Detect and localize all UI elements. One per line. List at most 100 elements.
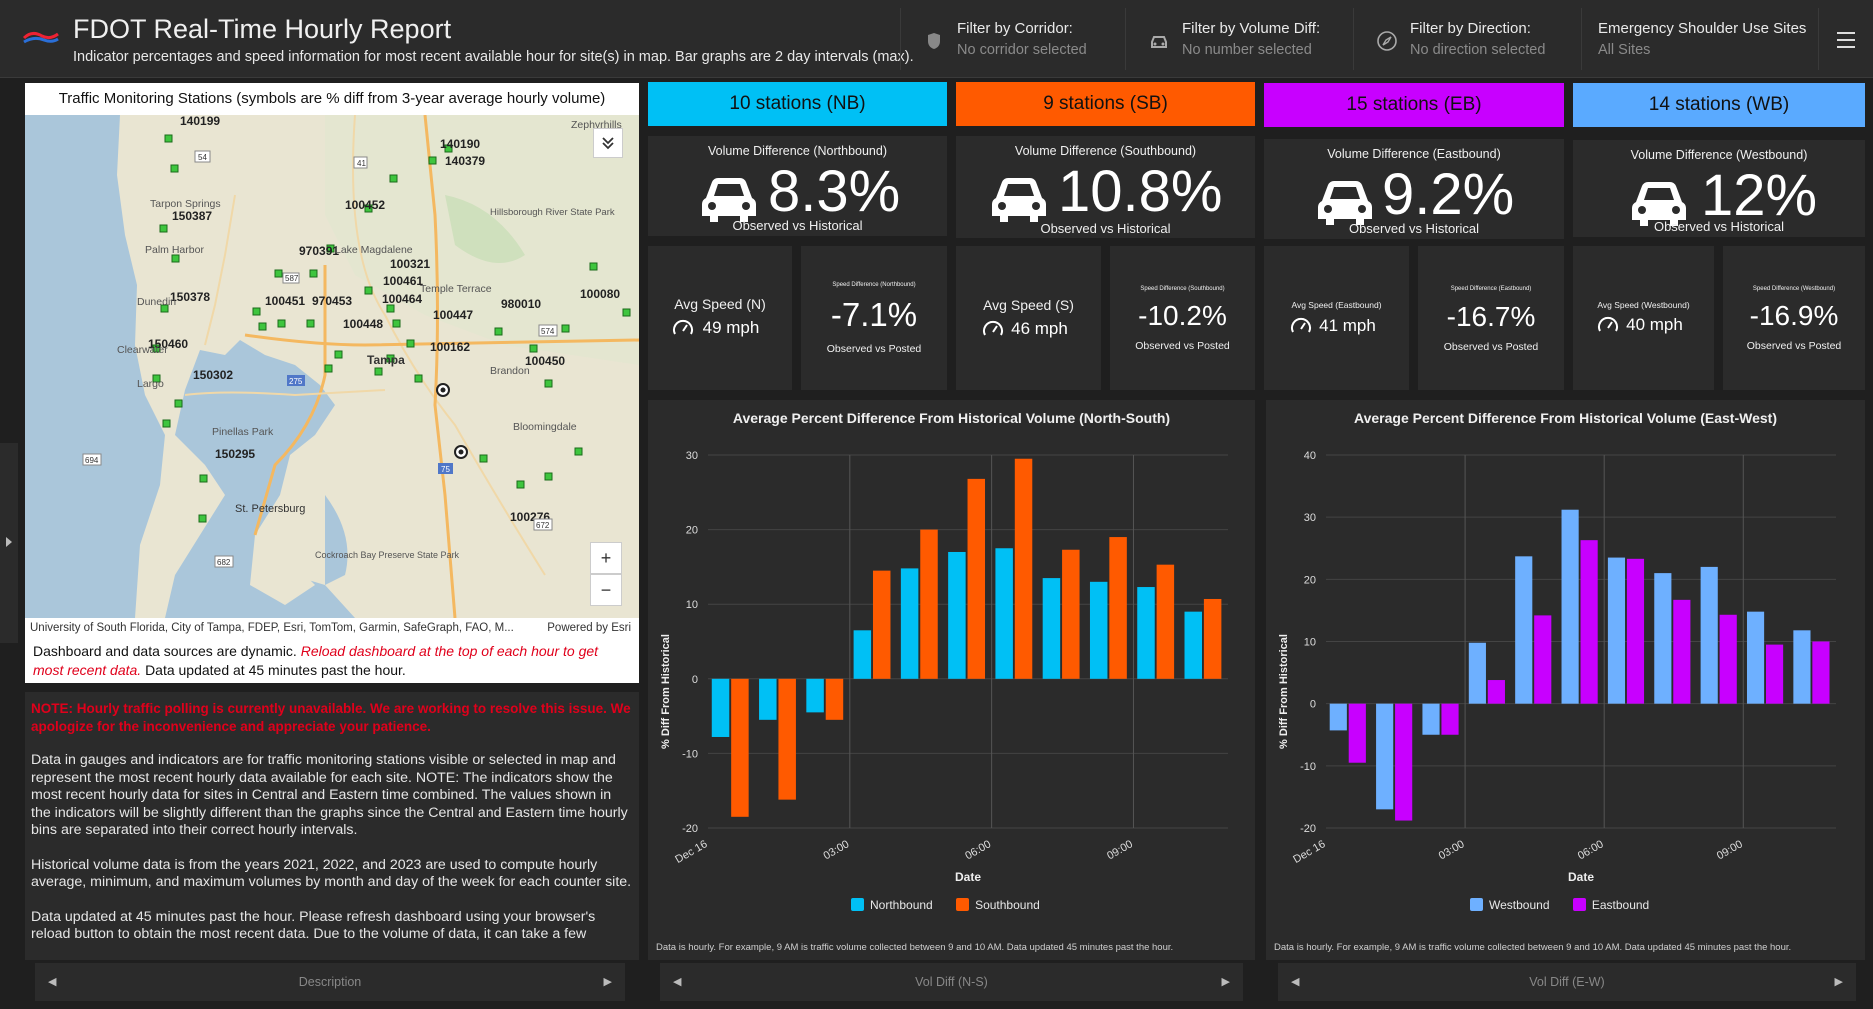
- bar-eastbound[interactable]: [1487, 680, 1505, 704]
- bar-southbound[interactable]: [731, 678, 749, 817]
- chart-panel-east-west: Average Percent Difference From Historic…: [1266, 400, 1865, 960]
- bar-northbound[interactable]: [948, 551, 966, 679]
- legend-item-southbound[interactable]: Southbound: [956, 898, 1040, 912]
- bar-southbound[interactable]: [1156, 564, 1175, 679]
- bar-southbound[interactable]: [872, 570, 891, 679]
- bar-westbound[interactable]: [1468, 642, 1486, 704]
- bar-northbound[interactable]: [806, 678, 824, 713]
- bar-northbound[interactable]: [759, 678, 777, 720]
- bar-westbound[interactable]: [1793, 630, 1811, 704]
- bar-westbound[interactable]: [1515, 556, 1533, 704]
- bar-northbound[interactable]: [995, 548, 1013, 679]
- bar-eastbound[interactable]: [1580, 540, 1598, 704]
- map-view[interactable]: 140199 140190 140379 150387 100452 97039…: [25, 115, 639, 618]
- bar-southbound[interactable]: [1062, 549, 1080, 679]
- bar-southbound[interactable]: [825, 678, 844, 720]
- station-label: 100451: [265, 294, 305, 308]
- filter-corridor[interactable]: Filter by Corridor: No corridor selected: [900, 8, 1125, 70]
- bar-northbound[interactable]: [711, 678, 730, 737]
- bar-southbound[interactable]: [778, 678, 796, 800]
- bar-northbound[interactable]: [1089, 581, 1108, 679]
- bar-chart-east-west[interactable]: 40 30 20 10 0 -10 -20 Dec 16 03:00 06:00 09:00 Date…: [1266, 430, 1865, 890]
- y-tick-label: 0: [692, 674, 698, 686]
- bar-southbound[interactable]: [920, 529, 938, 679]
- bar-eastbound[interactable]: [1534, 615, 1552, 704]
- station-markers[interactable]: [152, 134, 631, 523]
- map-canvas[interactable]: 140199 140190 140379 150387 100452 97039…: [25, 115, 639, 618]
- y-tick-label: 40: [1304, 450, 1316, 462]
- bar-eastbound[interactable]: [1812, 641, 1830, 704]
- bar-westbound[interactable]: [1746, 611, 1765, 704]
- next-arrow-icon[interactable]: ▶: [1221, 976, 1230, 988]
- prev-arrow-icon[interactable]: ◀: [1291, 976, 1300, 988]
- bar-westbound[interactable]: [1607, 557, 1626, 704]
- x-tick-label: 06:00: [1576, 838, 1606, 862]
- wb-avg-speed-indicator: Avg Speed (Westbound) 40 mph: [1573, 246, 1714, 390]
- bar-westbound[interactable]: [1376, 703, 1394, 810]
- bar-northbound[interactable]: [1042, 578, 1061, 679]
- bar-northbound[interactable]: [1184, 611, 1202, 679]
- legend-item-westbound[interactable]: Westbound: [1470, 898, 1550, 912]
- sb-avg-speed-value: 46 mph: [1011, 319, 1068, 338]
- zoom-out-button[interactable]: −: [590, 574, 622, 606]
- bar-eastbound[interactable]: [1348, 703, 1366, 763]
- place-label: Cockroach Bay Preserve State Park: [315, 550, 460, 560]
- bar-westbound[interactable]: [1561, 509, 1579, 704]
- wb-volume-indicator: Volume Difference (Westbound) 12% Observ…: [1573, 140, 1865, 237]
- speedometer-icon: [673, 319, 693, 335]
- bar-westbound[interactable]: [1422, 703, 1440, 735]
- bar-westbound[interactable]: [1329, 703, 1347, 731]
- filter-direction[interactable]: Filter by Direction: No direction select…: [1353, 8, 1581, 70]
- bar-northbound[interactable]: [1137, 587, 1155, 679]
- filter-corridor-value: No corridor selected: [957, 42, 1087, 58]
- eb-avg-speed-value: 41 mph: [1319, 316, 1376, 335]
- zoom-in-button[interactable]: +: [590, 542, 622, 574]
- station-label: 100448: [343, 317, 383, 331]
- station-label: 100464: [382, 292, 422, 306]
- bar-eastbound[interactable]: [1719, 614, 1737, 704]
- bar-southbound[interactable]: [1014, 458, 1033, 679]
- wb-volume-sub: Observed vs Historical: [1653, 219, 1785, 234]
- prev-arrow-icon[interactable]: ◀: [48, 976, 57, 988]
- bar-eastbound[interactable]: [1395, 703, 1413, 821]
- footer-nav-vol-ew[interactable]: ◀ Vol Diff (E-W) ▶: [1278, 963, 1856, 1001]
- bar-chart-north-south[interactable]: 30 20 10 0 -10 -20 Dec 16 03:00 06:00 09:00 Date % …: [648, 430, 1255, 890]
- bar-northbound[interactable]: [900, 568, 919, 679]
- bar-eastbound[interactable]: [1441, 703, 1459, 735]
- station-label: 140190: [440, 137, 480, 151]
- next-arrow-icon[interactable]: ▶: [603, 976, 612, 988]
- next-arrow-icon[interactable]: ▶: [1834, 976, 1843, 988]
- bar-eastbound[interactable]: [1765, 644, 1784, 704]
- station-label: 970391: [299, 244, 339, 258]
- bar-eastbound[interactable]: [1673, 599, 1691, 704]
- bar-southbound[interactable]: [967, 478, 986, 679]
- sb-avg-speed-title: Avg Speed (S): [983, 297, 1074, 313]
- station-label: 150387: [172, 209, 212, 223]
- legend-item-northbound[interactable]: Northbound: [851, 898, 933, 912]
- footer-nav-vol-ns[interactable]: ◀ Vol Diff (N-S) ▶: [660, 963, 1243, 1001]
- side-panel-toggle[interactable]: [0, 443, 18, 643]
- footer-nav-description[interactable]: ◀ Description ▶: [35, 963, 625, 1001]
- description-panel[interactable]: NOTE: Hourly traffic polling is currentl…: [25, 692, 639, 960]
- prev-arrow-icon[interactable]: ◀: [673, 976, 682, 988]
- bar-westbound[interactable]: [1654, 573, 1672, 704]
- bar-westbound[interactable]: [1700, 566, 1718, 704]
- bar-northbound[interactable]: [853, 630, 872, 679]
- bar-southbound[interactable]: [1109, 537, 1127, 679]
- road-label: 672: [536, 521, 550, 530]
- nb-speed-diff-sub: Observed vs Posted: [826, 343, 922, 355]
- eb-volume-value: 9.2%: [1382, 162, 1515, 227]
- filter-volume-diff[interactable]: Filter by Volume Diff: No number selecte…: [1125, 8, 1353, 70]
- app-subtitle: Indicator percentages and speed informat…: [73, 49, 914, 65]
- filter-emergency-shoulder[interactable]: Emergency Shoulder Use Sites All Sites: [1581, 8, 1818, 70]
- bar-southbound[interactable]: [1203, 598, 1222, 679]
- legend-swatch: [851, 898, 864, 911]
- car-icon: [1318, 181, 1372, 225]
- powered-by-esri[interactable]: Powered by Esri: [547, 622, 631, 634]
- legend-swatch: [956, 898, 970, 911]
- map-title: Traffic Monitoring Stations (symbols are…: [25, 83, 639, 115]
- bar-eastbound[interactable]: [1626, 558, 1645, 704]
- legend-item-eastbound[interactable]: Eastbound: [1572, 898, 1649, 912]
- menu-button[interactable]: [1818, 8, 1873, 70]
- map-expand-button[interactable]: [593, 128, 623, 158]
